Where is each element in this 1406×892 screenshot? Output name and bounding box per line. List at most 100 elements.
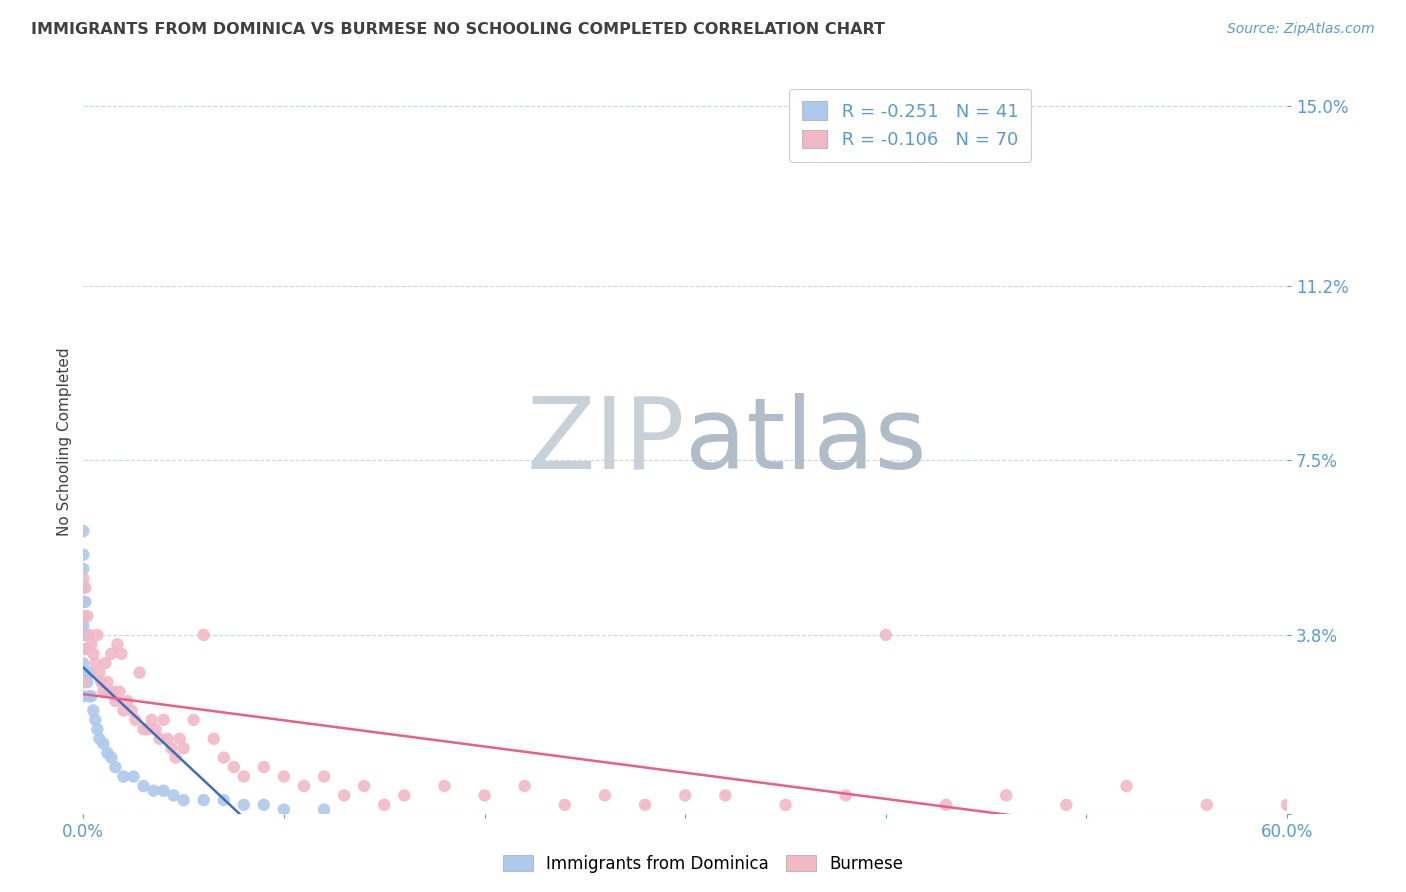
Point <box>156 731 179 746</box>
Point <box>232 797 254 812</box>
Point <box>253 760 276 774</box>
Point <box>103 684 125 698</box>
Point <box>72 524 94 538</box>
Text: ZIP: ZIP <box>527 392 685 490</box>
Point <box>1054 797 1077 812</box>
Point <box>75 595 97 609</box>
Point <box>72 609 94 624</box>
Point <box>232 770 254 784</box>
Point <box>373 797 395 812</box>
Point <box>100 750 122 764</box>
Point <box>84 713 107 727</box>
Point <box>79 628 101 642</box>
Point <box>76 609 98 624</box>
Point <box>333 789 356 803</box>
Point <box>112 770 135 784</box>
Point <box>110 647 132 661</box>
Point <box>312 803 335 817</box>
Point <box>634 797 657 812</box>
Point <box>212 793 235 807</box>
Point <box>353 779 375 793</box>
Point <box>82 647 104 661</box>
Point <box>1195 797 1218 812</box>
Point <box>76 675 98 690</box>
Point <box>82 703 104 717</box>
Point <box>273 803 295 817</box>
Point <box>79 690 101 704</box>
Point <box>89 665 111 680</box>
Point <box>128 665 150 680</box>
Point <box>433 779 456 793</box>
Point <box>80 637 103 651</box>
Point <box>169 731 191 746</box>
Legend:  R = -0.251   N = 41,  R = -0.106   N = 70: R = -0.251 N = 41, R = -0.106 N = 70 <box>789 88 1031 161</box>
Point <box>193 628 215 642</box>
Point <box>145 723 167 737</box>
Point <box>79 665 101 680</box>
Text: IMMIGRANTS FROM DOMINICA VS BURMESE NO SCHOOLING COMPLETED CORRELATION CHART: IMMIGRANTS FROM DOMINICA VS BURMESE NO S… <box>31 22 884 37</box>
Point <box>673 789 696 803</box>
Point <box>86 628 108 642</box>
Point <box>162 789 184 803</box>
Point <box>593 789 616 803</box>
Point <box>132 723 155 737</box>
Point <box>183 713 205 727</box>
Point <box>714 789 737 803</box>
Point <box>75 581 97 595</box>
Point <box>193 793 215 807</box>
Point <box>72 618 94 632</box>
Point <box>554 797 576 812</box>
Point <box>72 642 94 657</box>
Point <box>136 723 159 737</box>
Point <box>122 770 145 784</box>
Point <box>96 675 118 690</box>
Point <box>72 581 94 595</box>
Point <box>834 789 856 803</box>
Point <box>202 731 225 746</box>
Point <box>132 779 155 793</box>
Point <box>212 750 235 764</box>
Point <box>935 797 957 812</box>
Point <box>160 741 183 756</box>
Point <box>72 675 94 690</box>
Point <box>104 760 127 774</box>
Point <box>72 628 94 642</box>
Point <box>165 750 187 764</box>
Point <box>148 731 170 746</box>
Point <box>100 647 122 661</box>
Point <box>141 713 163 727</box>
Point <box>394 789 416 803</box>
Point <box>93 684 115 698</box>
Point <box>312 770 335 784</box>
Point <box>89 731 111 746</box>
Point <box>1275 797 1298 812</box>
Point <box>1115 779 1137 793</box>
Point <box>875 628 897 642</box>
Point <box>253 797 276 812</box>
Point <box>93 737 115 751</box>
Point <box>75 665 97 680</box>
Point <box>72 609 94 624</box>
Text: Source: ZipAtlas.com: Source: ZipAtlas.com <box>1227 22 1375 37</box>
Point <box>152 783 174 797</box>
Point <box>124 713 146 727</box>
Point <box>84 657 107 671</box>
Point <box>112 703 135 717</box>
Point <box>72 562 94 576</box>
Point <box>86 723 108 737</box>
Point <box>72 548 94 562</box>
Point <box>108 684 131 698</box>
Point <box>72 642 94 657</box>
Point <box>94 657 117 671</box>
Legend: Immigrants from Dominica, Burmese: Immigrants from Dominica, Burmese <box>496 848 910 880</box>
Point <box>72 690 94 704</box>
Point <box>152 713 174 727</box>
Point <box>222 760 245 774</box>
Point <box>474 789 496 803</box>
Y-axis label: No Schooling Completed: No Schooling Completed <box>58 347 72 536</box>
Point <box>105 637 128 651</box>
Point <box>75 628 97 642</box>
Point <box>96 746 118 760</box>
Point <box>513 779 536 793</box>
Point <box>104 694 127 708</box>
